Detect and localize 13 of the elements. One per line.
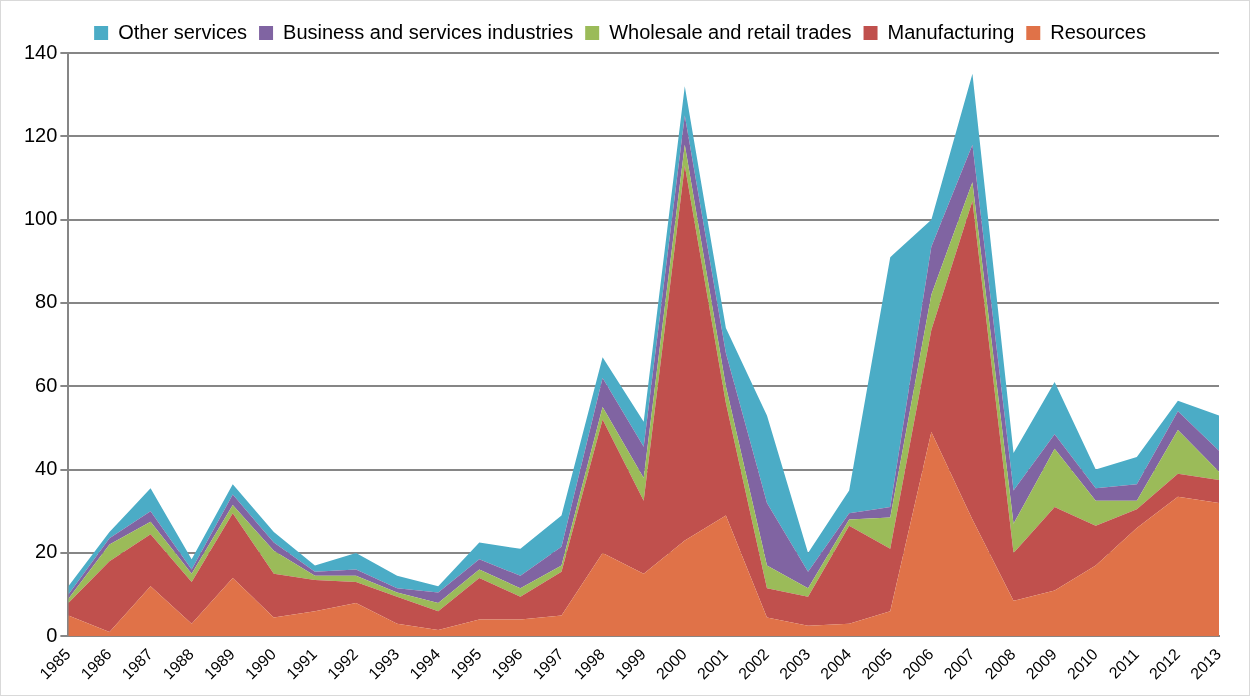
legend-label: Manufacturing (887, 20, 1015, 43)
y-tick-label: 0 (46, 623, 58, 646)
y-tick-label: 20 (35, 540, 58, 563)
y-tick-label: 80 (35, 290, 58, 313)
y-tick-label: 140 (23, 40, 58, 63)
legend-label: Wholesale and retail trades (609, 20, 852, 43)
y-tick-label: 120 (23, 123, 58, 146)
legend-label: Resources (1050, 20, 1146, 43)
legend-label: Business and services industries (283, 20, 574, 43)
y-tick-label: 40 (35, 457, 58, 480)
y-tick-label: 60 (35, 373, 58, 396)
legend-label: Other services (118, 20, 248, 43)
y-tick-label: 100 (23, 207, 58, 230)
